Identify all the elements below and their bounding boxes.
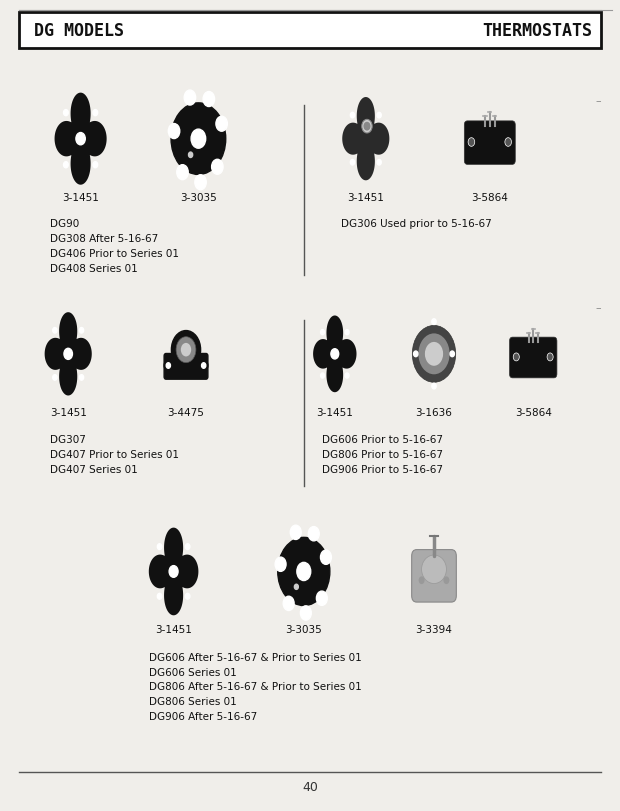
Text: 3-3394: 3-3394 [415, 624, 453, 634]
Polygon shape [45, 313, 92, 396]
Circle shape [171, 104, 226, 175]
Circle shape [321, 551, 332, 564]
Circle shape [157, 544, 162, 550]
Circle shape [443, 577, 449, 585]
Circle shape [79, 375, 84, 380]
Circle shape [345, 374, 349, 379]
Polygon shape [342, 98, 389, 181]
Text: DG307
DG407 Prior to Series 01
DG407 Series 01: DG307 DG407 Prior to Series 01 DG407 Ser… [50, 435, 179, 474]
Text: 3-1636: 3-1636 [415, 407, 453, 417]
FancyBboxPatch shape [412, 550, 456, 603]
Circle shape [76, 133, 86, 146]
Circle shape [184, 91, 196, 106]
Circle shape [331, 350, 339, 359]
Circle shape [468, 139, 475, 147]
Text: 3-3035: 3-3035 [285, 624, 322, 634]
Text: DG606 Prior to 5-16-67
DG806 Prior to 5-16-67
DG906 Prior to 5-16-67: DG606 Prior to 5-16-67 DG806 Prior to 5-… [322, 435, 443, 474]
Circle shape [377, 161, 381, 165]
Circle shape [321, 330, 324, 335]
Text: 40: 40 [302, 780, 318, 793]
Circle shape [211, 160, 223, 175]
Circle shape [185, 594, 190, 599]
Circle shape [283, 596, 294, 611]
Polygon shape [149, 528, 198, 616]
Text: 3-1451: 3-1451 [155, 624, 192, 634]
FancyBboxPatch shape [464, 122, 515, 165]
Circle shape [547, 354, 553, 362]
Text: 3-5864: 3-5864 [515, 407, 552, 417]
Circle shape [432, 320, 436, 325]
Text: DG90
DG308 After 5-16-67
DG406 Prior to Series 01
DG408 Series 01: DG90 DG308 After 5-16-67 DG406 Prior to … [50, 219, 179, 273]
Circle shape [168, 124, 180, 139]
Text: –: – [595, 97, 601, 106]
Circle shape [164, 361, 172, 371]
Text: DG MODELS: DG MODELS [34, 22, 124, 40]
Polygon shape [313, 316, 356, 393]
Polygon shape [55, 93, 107, 186]
Circle shape [425, 342, 443, 367]
Text: 3-1451: 3-1451 [316, 407, 353, 417]
Circle shape [177, 165, 188, 181]
Circle shape [294, 585, 298, 590]
Circle shape [93, 162, 98, 169]
Circle shape [191, 130, 206, 149]
Text: DG606 After 5-16-67 & Prior to Series 01
DG606 Series 01
DG806 After 5-16-67 & P: DG606 After 5-16-67 & Prior to Series 01… [149, 652, 361, 721]
FancyBboxPatch shape [510, 337, 557, 379]
Circle shape [345, 330, 349, 335]
Circle shape [93, 110, 98, 117]
Circle shape [166, 363, 170, 369]
Ellipse shape [422, 556, 446, 584]
Circle shape [350, 114, 355, 118]
Circle shape [195, 175, 206, 191]
Circle shape [157, 594, 162, 599]
Circle shape [63, 110, 68, 117]
Circle shape [432, 384, 436, 389]
Circle shape [79, 328, 84, 333]
Text: 3-1451: 3-1451 [62, 193, 99, 203]
Circle shape [185, 544, 190, 550]
FancyBboxPatch shape [164, 354, 208, 380]
Circle shape [364, 123, 370, 131]
Circle shape [64, 349, 73, 360]
Circle shape [505, 139, 511, 147]
Circle shape [200, 361, 208, 371]
Circle shape [418, 577, 425, 585]
Text: –: – [595, 303, 601, 313]
Circle shape [53, 375, 57, 380]
Circle shape [350, 161, 355, 165]
Circle shape [414, 352, 418, 357]
Circle shape [301, 606, 311, 620]
Circle shape [450, 352, 454, 357]
Circle shape [202, 363, 206, 369]
Circle shape [316, 591, 327, 606]
Circle shape [176, 337, 196, 363]
Circle shape [278, 538, 330, 606]
Circle shape [275, 557, 286, 572]
Circle shape [169, 566, 178, 577]
Circle shape [418, 334, 449, 375]
Circle shape [63, 162, 68, 169]
Circle shape [216, 117, 228, 132]
Circle shape [297, 563, 311, 581]
Text: 3-3035: 3-3035 [180, 193, 217, 203]
Circle shape [171, 331, 201, 369]
Circle shape [308, 527, 319, 541]
Text: DG306 Used prior to 5-16-67: DG306 Used prior to 5-16-67 [341, 219, 492, 229]
Circle shape [203, 92, 215, 107]
Circle shape [181, 344, 191, 357]
Circle shape [362, 120, 372, 134]
Text: 3-1451: 3-1451 [347, 193, 384, 203]
Text: THERMOSTATS: THERMOSTATS [482, 22, 592, 40]
Circle shape [377, 114, 381, 118]
Circle shape [53, 328, 57, 333]
Text: 3-5864: 3-5864 [471, 193, 508, 203]
Circle shape [188, 152, 193, 158]
Circle shape [412, 326, 456, 383]
Text: 3-4475: 3-4475 [167, 407, 205, 417]
Circle shape [513, 354, 520, 362]
Circle shape [290, 526, 301, 540]
Circle shape [321, 374, 324, 379]
Text: 3-1451: 3-1451 [50, 407, 87, 417]
FancyBboxPatch shape [19, 13, 601, 49]
